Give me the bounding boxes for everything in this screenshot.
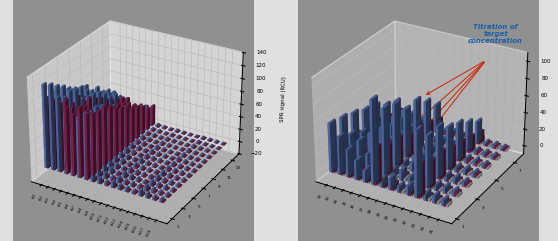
Text: Titration of
target
concentration: Titration of target concentration bbox=[468, 24, 523, 44]
